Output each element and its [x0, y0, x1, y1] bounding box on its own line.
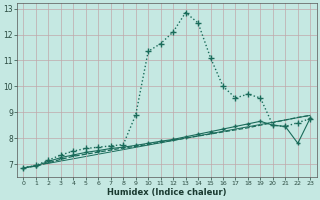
- X-axis label: Humidex (Indice chaleur): Humidex (Indice chaleur): [107, 188, 227, 197]
